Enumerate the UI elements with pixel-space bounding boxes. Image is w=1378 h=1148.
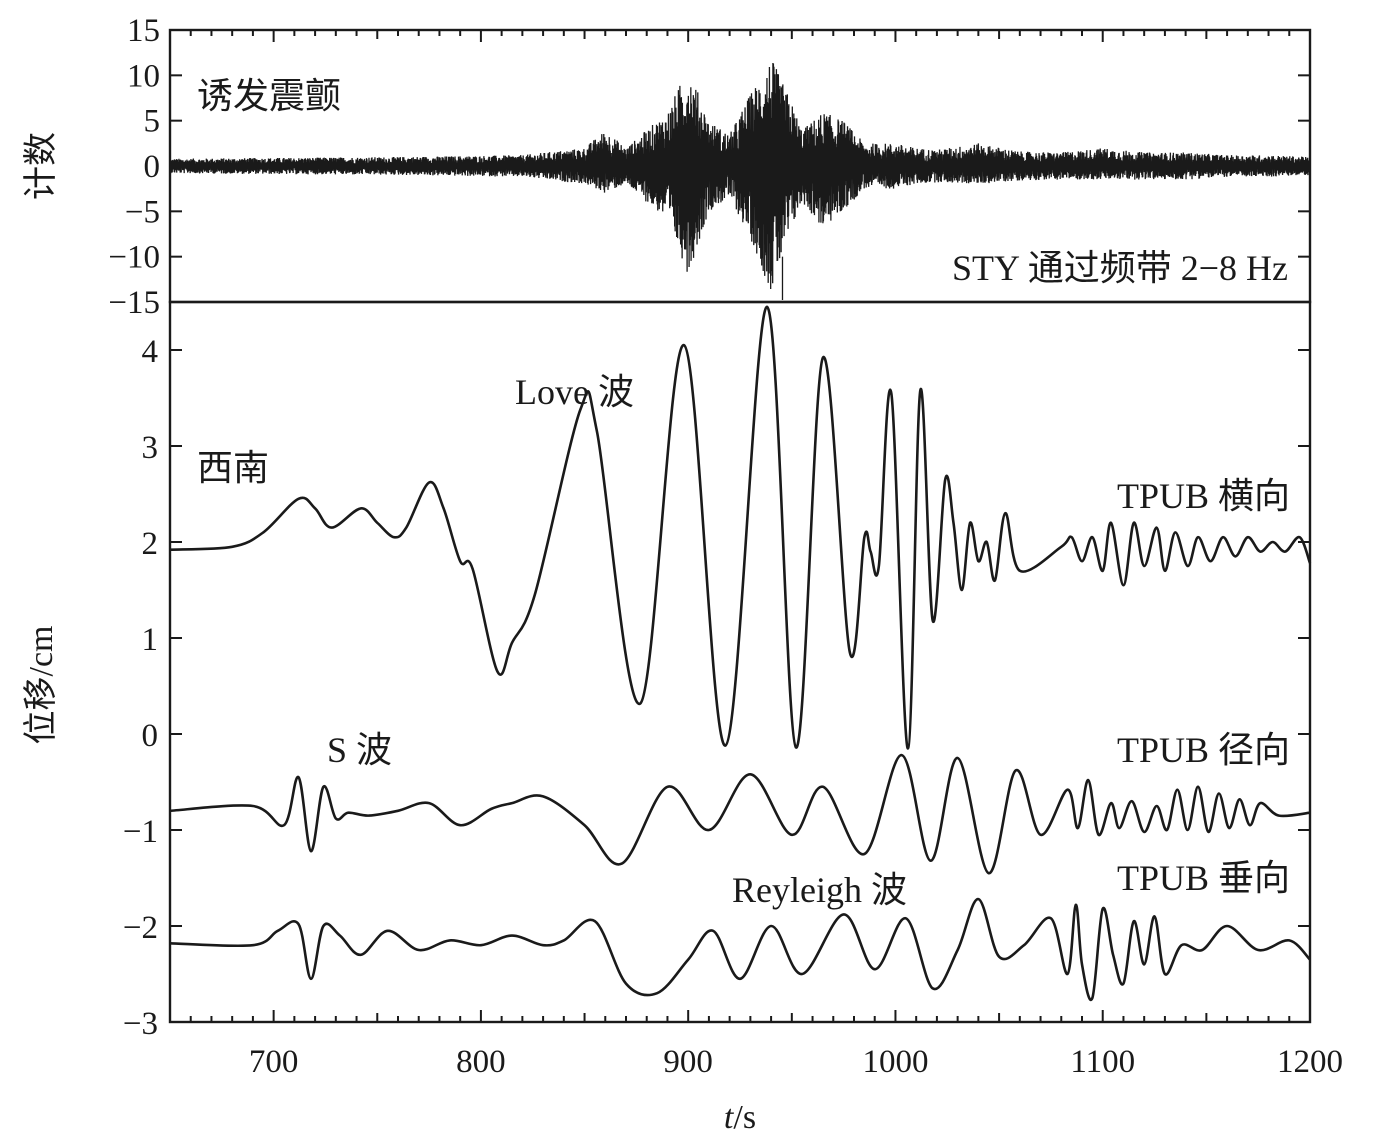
transverse-trace <box>169 305 1312 750</box>
top-y-axis-title: 计数 <box>22 132 60 200</box>
radial-label: TPUB 径向 <box>1117 730 1290 770</box>
tremor-signal <box>169 62 1311 289</box>
radial-trace <box>169 753 1311 875</box>
bottom-y-tick-label: −1 <box>123 814 158 850</box>
bottom-y-tick-label: 2 <box>142 526 159 562</box>
top-y-tick-label: −15 <box>108 285 160 321</box>
top-y-tick-label: 15 <box>127 13 160 49</box>
bottom-y-tick-label: 4 <box>142 334 159 370</box>
x-tick-label: 800 <box>456 1044 506 1080</box>
x-tick-label: 700 <box>249 1044 299 1080</box>
bottom-y-axis-title: 位移/cm <box>22 626 60 745</box>
top-y-tick-label: 0 <box>144 149 161 185</box>
x-tick-label: 1100 <box>1070 1044 1135 1080</box>
s-wave-label: S 波 <box>327 730 392 770</box>
x-axis-title-var: t <box>724 1099 735 1136</box>
bottom-y-tick-label: 1 <box>142 622 159 658</box>
top-y-tick-label: 10 <box>127 58 160 94</box>
rayleigh-wave-label: Reyleigh 波 <box>732 870 907 910</box>
x-axis: 700 800 900 1000 1100 1200 <box>169 30 1343 1080</box>
x-axis-title-unit: /s <box>733 1099 756 1136</box>
tremor-trace <box>169 62 1311 300</box>
x-tick-label: 1200 <box>1277 1044 1343 1080</box>
vertical-label: TPUB 垂向 <box>1117 858 1290 898</box>
bottom-y-tick-label: 0 <box>142 718 159 754</box>
top-y-tick-label: 5 <box>144 104 161 140</box>
top-y-axis: 15 10 5 0 −5 −10 −15 <box>108 13 1310 321</box>
bottom-y-axis: 4 3 2 1 0 −1 −2 −3 <box>123 334 1310 1042</box>
top-y-tick-label: −10 <box>108 240 160 276</box>
transverse-label: TPUB 横向 <box>1117 476 1290 516</box>
top-y-tick-label: −5 <box>125 194 160 230</box>
bottom-y-tick-label: −3 <box>123 1006 158 1042</box>
bottom-panel-frame <box>168 300 1312 1024</box>
x-tick-label: 1000 <box>862 1044 928 1080</box>
displacement-traces <box>169 305 1312 1002</box>
tremor-title-label: 诱发震颤 <box>197 76 341 116</box>
x-axis-title: t/s <box>724 1099 756 1136</box>
bottom-y-tick-label: 3 <box>142 430 159 466</box>
vertical-trace <box>169 897 1311 1002</box>
love-wave-label: Love 波 <box>515 372 634 412</box>
x-tick-label: 900 <box>663 1044 713 1080</box>
station-band-label: STY 通过频带 2−8 Hz <box>952 248 1288 288</box>
bottom-y-tick-label: −2 <box>123 910 158 946</box>
southwest-label: 西南 <box>197 448 269 488</box>
